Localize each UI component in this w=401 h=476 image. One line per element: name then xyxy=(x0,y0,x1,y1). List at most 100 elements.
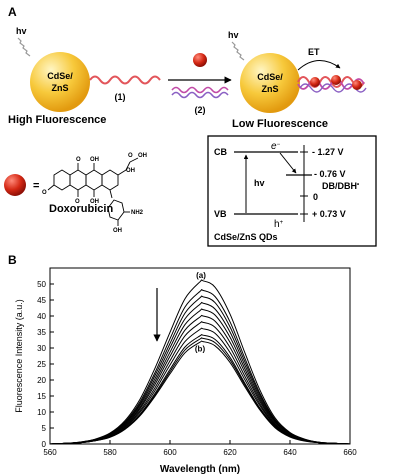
intercalated-dox-2 xyxy=(331,75,341,85)
y-tick-label: 5 xyxy=(42,424,47,433)
cb-label: CB xyxy=(214,147,227,157)
y-tick-label: 10 xyxy=(37,408,46,417)
db-label: DB/DBH• xyxy=(322,181,359,191)
doxorubicin-legend: = Doxorubicin xyxy=(4,174,113,215)
left-qd-sphere xyxy=(30,52,90,112)
spectrum-line-2 xyxy=(49,289,351,445)
y-tick-label: 50 xyxy=(37,280,46,289)
dna-strand-purple xyxy=(171,91,229,99)
atom-label-7: OH xyxy=(138,153,147,159)
atom-label-9: NH2 xyxy=(131,210,144,216)
y-axis-title: Fluorescence Intensity (a.u.) xyxy=(14,299,24,413)
dna-strand-pink xyxy=(171,86,229,94)
bond-5 xyxy=(117,169,127,176)
y-tick-label: 20 xyxy=(37,376,46,385)
doxorubicin-structure xyxy=(47,157,139,226)
spectrum-line-11 xyxy=(49,340,351,445)
atom-label-5: OH xyxy=(126,168,135,174)
panel-b-label: B xyxy=(8,253,17,267)
right-qd-name-2: ZnS xyxy=(262,84,279,94)
panel-a-label: A xyxy=(8,5,17,19)
left-dna-strand xyxy=(89,75,161,85)
ring-a xyxy=(53,169,71,191)
hv-label: hv xyxy=(254,178,265,188)
low-fluorescence-caption: Low Fluorescence xyxy=(232,118,328,130)
atom-label-2: OH xyxy=(90,157,99,163)
atom-label-6: O xyxy=(128,153,133,159)
x-tick-label: 620 xyxy=(223,448,237,457)
x-tick-label: 660 xyxy=(343,448,357,457)
et-arrow xyxy=(297,60,341,71)
atom-label-8: OH xyxy=(113,228,122,234)
energy-level-diagram: CB VB hv e− h+ - 1.27 V - 0.76 V DB/DBH•… xyxy=(207,135,377,247)
atom-label-1: O xyxy=(76,157,81,163)
fluorescence-chart: 560 580 600 620 640 660 0 5 10 15 20 25 30 35 40 45 50 (… xyxy=(14,267,357,475)
structure-labels: O OH OH O OH O OH OH NH2 O xyxy=(42,153,147,234)
axis-ticks: 560 580 600 620 640 660 0 5 10 15 20 25 30 35 40 45 50 xyxy=(37,280,357,457)
curve-a-label: (a) xyxy=(196,271,206,280)
ring-b xyxy=(69,169,87,191)
atom-label-10: O xyxy=(42,190,47,196)
left-hv-label: hv xyxy=(16,26,27,36)
y-tick-label: 40 xyxy=(37,312,46,321)
hole-label: h+ xyxy=(274,219,284,230)
x-tick-label: 600 xyxy=(163,448,177,457)
left-strand-number: (1) xyxy=(115,92,126,102)
step-two-number: (2) xyxy=(195,105,206,115)
vb-potential: + 0.73 V xyxy=(312,209,346,219)
spectrum-line-4 xyxy=(49,301,351,445)
intercalated-dox-3 xyxy=(352,80,362,90)
electron-label: e− xyxy=(271,141,281,152)
cb-potential: - 1.27 V xyxy=(312,147,344,157)
y-tick-label: 25 xyxy=(37,360,46,369)
spectrum-line-6 xyxy=(49,314,351,445)
doxorubicin-caption: Doxorubicin xyxy=(49,203,113,215)
y-tick-label: 15 xyxy=(37,392,46,401)
transfer-arrow xyxy=(279,152,297,174)
curve-b-label: (b) xyxy=(195,345,206,354)
energy-box-frame xyxy=(207,135,377,247)
bond-6 xyxy=(125,161,131,171)
left-quantum-dot: hv CdSe/ ZnS (1) High Fluorescence xyxy=(8,26,161,126)
y-tick-label: 35 xyxy=(37,328,46,337)
atom-label-4: O xyxy=(75,199,80,205)
reaction-step: (2) xyxy=(168,53,232,115)
spectrum-line-10 xyxy=(49,337,351,445)
bond-9 xyxy=(47,184,55,191)
atom-label-3: OH xyxy=(90,199,99,205)
x-tick-label: 580 xyxy=(103,448,117,457)
zero-potential: 0 xyxy=(313,192,318,202)
legend-equals: = xyxy=(33,180,39,192)
right-qd-name-1: CdSe/ xyxy=(257,72,283,82)
spectra xyxy=(49,279,351,445)
spectrum-line-7 xyxy=(49,321,351,445)
left-qd-name-2: ZnS xyxy=(52,83,69,93)
bond-7 xyxy=(129,157,139,163)
panel-b: B 560 580 600 620 640 660 0 5 10 15 20 25 30 35 40 45 50… xyxy=(8,253,357,475)
x-axis-title: Wavelength (nm) xyxy=(160,464,240,475)
y-tick-label: 45 xyxy=(37,296,46,305)
vb-label: VB xyxy=(214,209,227,219)
high-fluorescence-caption: High Fluorescence xyxy=(8,114,106,126)
right-quantum-dot: hv CdSe/ ZnS ET Low Fluorescence xyxy=(228,30,367,130)
doxorubicin-dot xyxy=(193,53,207,67)
left-photon-wave xyxy=(17,37,31,57)
et-label: ET xyxy=(308,47,320,57)
bond-8 xyxy=(109,189,113,199)
ring-d xyxy=(101,169,119,191)
panel-a: A hv CdSe/ ZnS (1) High Fluorescence (2)… xyxy=(4,5,377,247)
x-tick-label: 640 xyxy=(283,448,297,457)
legend-dox-dot xyxy=(4,174,26,196)
left-qd-name-1: CdSe/ xyxy=(47,71,73,81)
x-tick-label: 560 xyxy=(43,448,57,457)
right-hv-label: hv xyxy=(228,30,239,40)
qd-box-label: CdSe/ZnS QDs xyxy=(214,232,278,242)
right-qd-sphere xyxy=(240,53,300,113)
db-potential: - 0.76 V xyxy=(314,169,346,179)
y-tick-label: 30 xyxy=(37,344,46,353)
intercalated-dox-1 xyxy=(310,77,320,87)
plot-frame xyxy=(49,267,351,445)
y-tick-label: 0 xyxy=(42,440,47,449)
ring-c xyxy=(85,169,103,191)
